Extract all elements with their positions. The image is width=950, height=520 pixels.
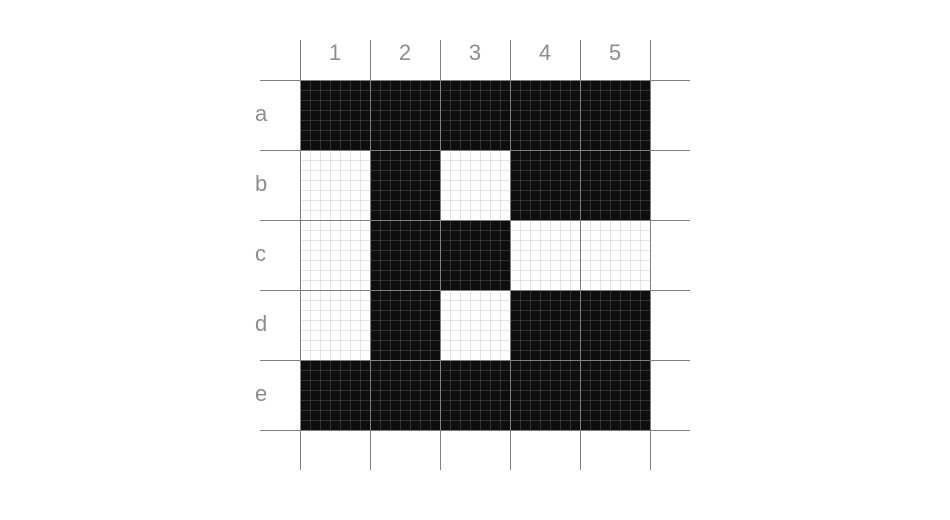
cell-a1: [300, 80, 370, 150]
col-divider-2: [440, 40, 441, 470]
cell-a5: [580, 80, 650, 150]
cell-c5: [580, 220, 650, 290]
cell-c2: [370, 220, 440, 290]
cell-d4: [510, 290, 580, 360]
cell-d2: [370, 290, 440, 360]
col-divider-4: [580, 40, 581, 470]
cell-b3: [440, 150, 510, 220]
row-divider-4: [260, 360, 690, 361]
cell-e1: [300, 360, 370, 430]
col-label-3: 3: [440, 40, 510, 66]
row-label-c: c: [255, 241, 266, 267]
cell-a3: [440, 80, 510, 150]
cell-d5: [580, 290, 650, 360]
row-label-e: e: [255, 381, 267, 407]
stage: 12345 a b c d e: [0, 0, 950, 520]
col-divider-0: [300, 40, 301, 470]
cell-b2: [370, 150, 440, 220]
row-divider-2: [260, 220, 690, 221]
row-divider-5: [260, 430, 690, 431]
cell-e5: [580, 360, 650, 430]
col-label-2: 2: [370, 40, 440, 66]
cell-c4: [510, 220, 580, 290]
row-label-d: d: [255, 311, 267, 337]
col-label-4: 4: [510, 40, 580, 66]
col-divider-5: [650, 40, 651, 470]
cell-e4: [510, 360, 580, 430]
cell-d1: [300, 290, 370, 360]
col-label-1: 1: [300, 40, 370, 66]
cell-c3: [440, 220, 510, 290]
col-divider-1: [370, 40, 371, 470]
cell-b1: [300, 150, 370, 220]
col-label-5: 5: [580, 40, 650, 66]
cell-c1: [300, 220, 370, 290]
cell-b5: [580, 150, 650, 220]
row-divider-0: [260, 80, 690, 81]
cell-a4: [510, 80, 580, 150]
cell-d3: [440, 290, 510, 360]
col-divider-3: [510, 40, 511, 470]
row-divider-1: [260, 150, 690, 151]
cell-b4: [510, 150, 580, 220]
cell-e2: [370, 360, 440, 430]
cell-e3: [440, 360, 510, 430]
row-label-b: b: [255, 171, 267, 197]
row-label-a: a: [255, 101, 267, 127]
row-divider-3: [260, 290, 690, 291]
cell-a2: [370, 80, 440, 150]
